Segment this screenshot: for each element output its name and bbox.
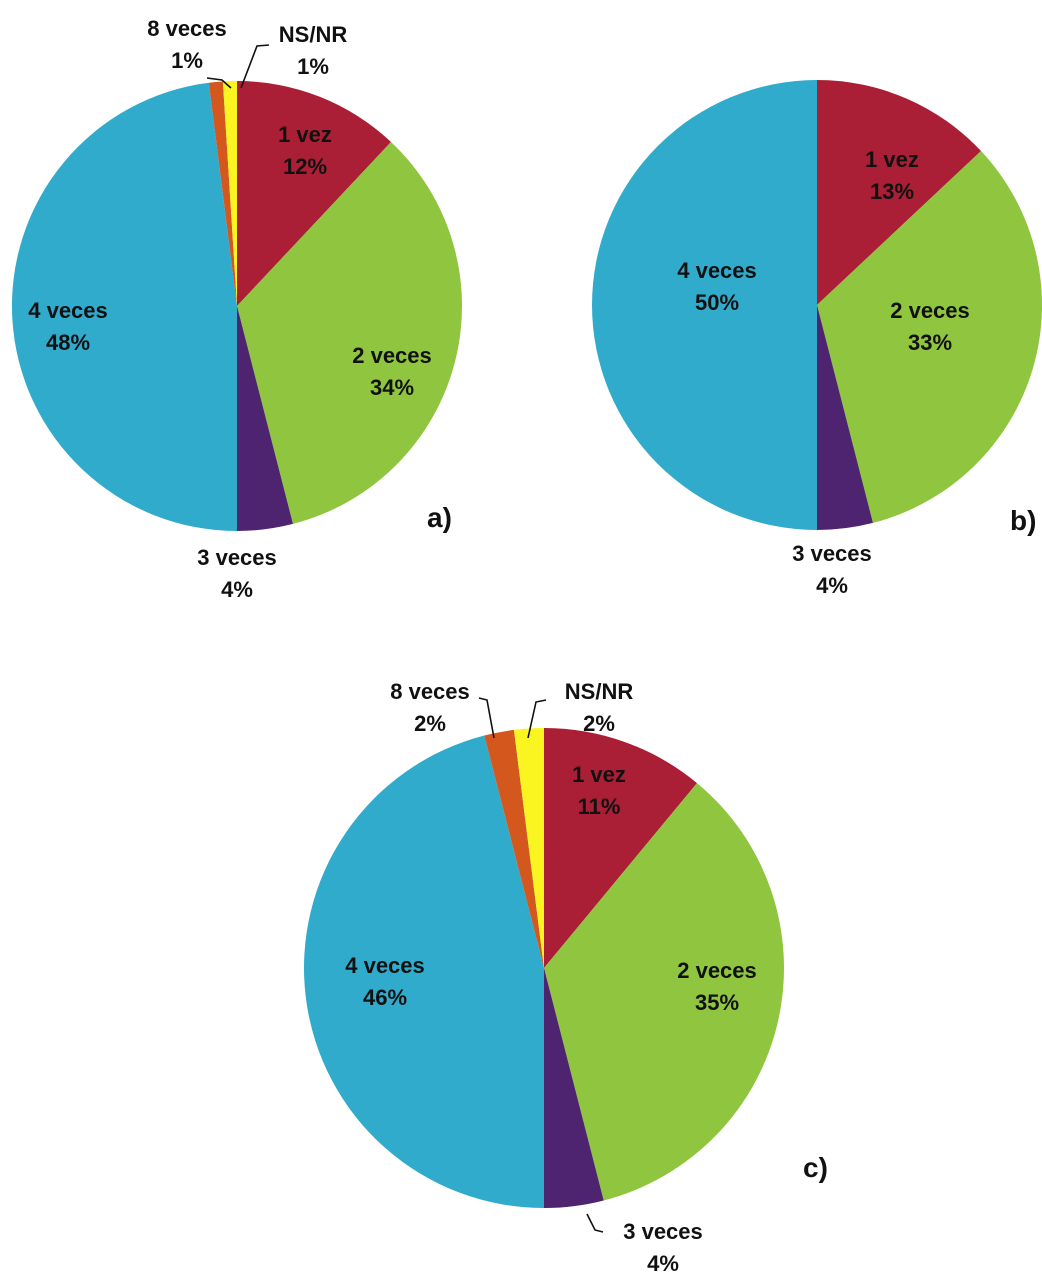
pie-b-label-4-veces: 4 veces 50% (677, 258, 757, 315)
pie-c-leader-ns-nr (527, 699, 547, 739)
pie-c-leader-3-veces (586, 1213, 604, 1233)
pie-c-slice-4-veces (303, 735, 544, 1208)
pie-c-label-2-veces: 2 veces 35% (677, 958, 757, 1015)
pie-c-slice-3-veces (544, 968, 604, 1208)
pie-a-slice-8-veces (208, 81, 237, 306)
pie-b-label-3-veces: 3 veces 4% (792, 541, 872, 598)
pie-a-label-4-veces: 4 veces 48% (28, 298, 108, 355)
pie-a-label-2-veces: 2 veces 34% (352, 343, 432, 400)
pie-a-slice-1-vez (237, 81, 392, 306)
pie-c-leader-8-veces (478, 697, 495, 739)
pie-b-panel-label: b) (1010, 505, 1036, 536)
pie-b-label-1-vez: 1 vez 13% (865, 147, 919, 204)
pie-b-slice-1-vez (817, 80, 982, 305)
pie-a-slice-3-veces (237, 306, 293, 531)
pie-a-label-3-veces: 3 veces 4% (197, 545, 277, 602)
pie-c-label-ns-nr: NS/NR 2% (565, 679, 634, 736)
pie-b: 1 vez 13% 2 veces 33% 3 veces 4% 4 veces 50% b) (592, 80, 1042, 598)
pie-c-slice-2-veces (544, 783, 784, 1201)
pie-a-label-1-vez: 1 vez 12% (278, 122, 332, 179)
pie-a-leader-8-veces (206, 77, 232, 89)
pie-c-slice-ns-nr (513, 727, 544, 968)
pie-c-label-8-veces: 8 veces 2% (390, 679, 470, 736)
pie-a-slice-4-veces (11, 82, 237, 532)
pie-a-slice-2-veces (237, 141, 462, 524)
pie-c-label-3-veces: 3 veces 4% (623, 1219, 703, 1273)
pie-c-slice-1-vez (544, 728, 697, 968)
pie-c: 1 vez 11% 2 veces 35% 3 veces 4% 4 veces 46% 8 v… (303, 679, 828, 1273)
pie-c-label-4-veces: 4 veces 46% (345, 953, 425, 1010)
pie-b-label-2-veces: 2 veces 33% (890, 298, 970, 355)
pie-b-slice-3-veces (817, 305, 873, 530)
pie-a-label-ns-nr: NS/NR 1% (279, 22, 348, 79)
pie-a-slice-ns-nr (222, 80, 237, 306)
pie-a-panel-label: a) (427, 502, 452, 533)
pie-b-slice-4-veces (592, 80, 817, 530)
pie-c-slice-8-veces (484, 729, 544, 968)
pie-b-slice-2-veces (817, 150, 1042, 523)
pie-c-panel-label: c) (803, 1152, 828, 1183)
pie-a: 1 vez 12% 2 veces 34% 3 veces 4% 4 veces 48% 8 v… (11, 16, 462, 602)
pie-a-leader-ns-nr (240, 44, 270, 89)
pie-a-label-8-veces: 8 veces 1% (147, 16, 227, 73)
pie-c-label-1-vez: 1 vez 11% (572, 762, 626, 819)
